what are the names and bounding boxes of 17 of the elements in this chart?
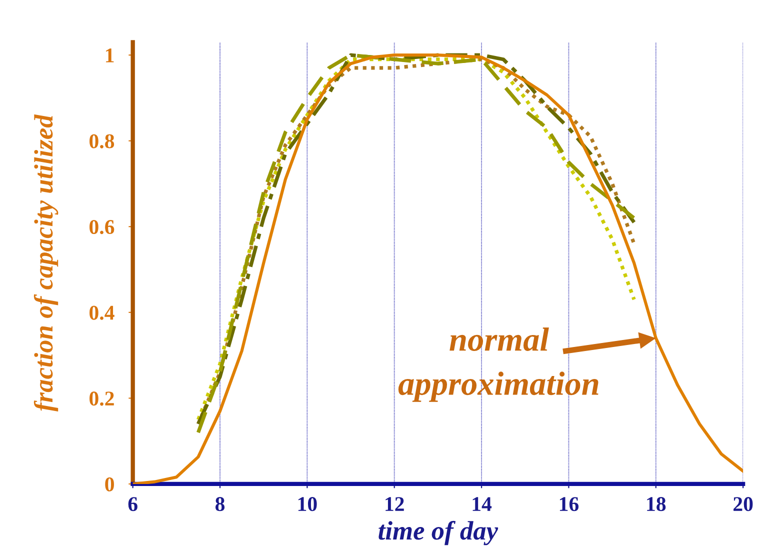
- y-tick-label: 0: [105, 477, 114, 492]
- x-tick-label: 6: [128, 497, 138, 512]
- y-tick-label: 0.8: [90, 134, 114, 148]
- x-tick-label: 18: [647, 497, 666, 512]
- x-tick-label: 20: [734, 497, 753, 512]
- y-tick-label: 0.4: [90, 306, 114, 320]
- x-axis-title: time of day: [378, 520, 498, 546]
- y-tick-label: 0.6: [90, 220, 114, 234]
- annotation: normal approximation: [398, 328, 598, 402]
- y-axis-title: fraction of capacity utilized: [34, 114, 58, 412]
- y-tick-label: 1: [106, 48, 114, 62]
- y-tick-label: 0.2: [90, 392, 114, 406]
- x-tick-label: 12: [386, 497, 404, 511]
- x-tick-label: 10: [298, 497, 317, 512]
- x-tick-label: 16: [560, 497, 579, 512]
- x-tick-label: 8: [215, 497, 225, 512]
- x-tick-label: 14: [472, 497, 492, 511]
